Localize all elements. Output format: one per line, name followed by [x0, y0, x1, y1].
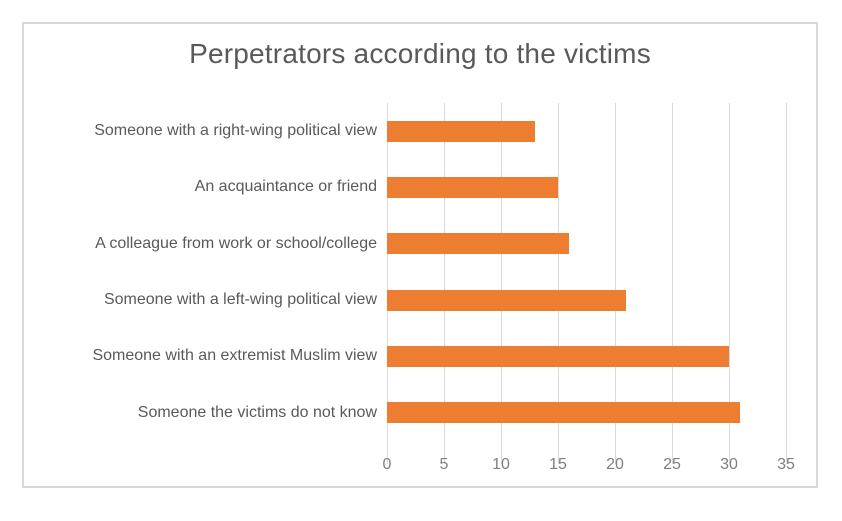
gridline — [729, 103, 730, 464]
bar-row: An acquaintance or friend — [24, 159, 816, 215]
x-tick-label: 5 — [439, 456, 449, 473]
x-tick-label: 35 — [777, 456, 795, 473]
gridline — [558, 103, 559, 464]
x-tick-label: 25 — [663, 456, 681, 473]
category-label: A colleague from work or school/college — [95, 234, 377, 252]
category-label: Someone with a right-wing political view — [94, 122, 377, 140]
bar — [387, 402, 741, 424]
chart-title: Perpetrators according to the victims — [189, 38, 651, 69]
bar — [387, 345, 729, 367]
x-axis-tick-labels: 0 5 10 15 20 25 30 35 — [24, 24, 816, 486]
bar-row: A colleague from work or school/college — [24, 216, 816, 272]
gridline — [672, 103, 673, 464]
gridlines — [24, 24, 816, 486]
bar — [387, 176, 558, 198]
bar-rows: Someone with a right-wing political view… — [24, 103, 816, 441]
bar-row: Someone with a right-wing political view — [24, 103, 816, 159]
bar-row: Someone with an extremist Muslim view — [24, 328, 816, 384]
x-tick-label: 20 — [606, 456, 624, 473]
category-label: An acquaintance or friend — [194, 178, 377, 196]
gridline — [615, 103, 616, 464]
chart-frame: Perpetrators according to the victims So… — [22, 22, 818, 488]
bar — [387, 233, 570, 255]
bar-row: Someone the victims do not know — [24, 385, 816, 441]
x-tick-label: 15 — [549, 456, 567, 473]
gridline — [444, 103, 445, 464]
gridline — [501, 103, 502, 464]
x-tick-label: 30 — [720, 456, 738, 473]
x-tick-label: 0 — [382, 456, 392, 473]
gridline — [387, 103, 388, 464]
category-label: Someone with an extremist Muslim view — [92, 347, 377, 365]
category-label: Someone with a left-wing political view — [103, 291, 377, 309]
bar-row: Someone with a left-wing political view — [24, 272, 816, 328]
gridline — [786, 103, 787, 464]
category-label: Someone the victims do not know — [137, 403, 377, 421]
bar — [387, 120, 536, 142]
bar — [387, 289, 627, 311]
x-tick-label: 10 — [492, 456, 510, 473]
